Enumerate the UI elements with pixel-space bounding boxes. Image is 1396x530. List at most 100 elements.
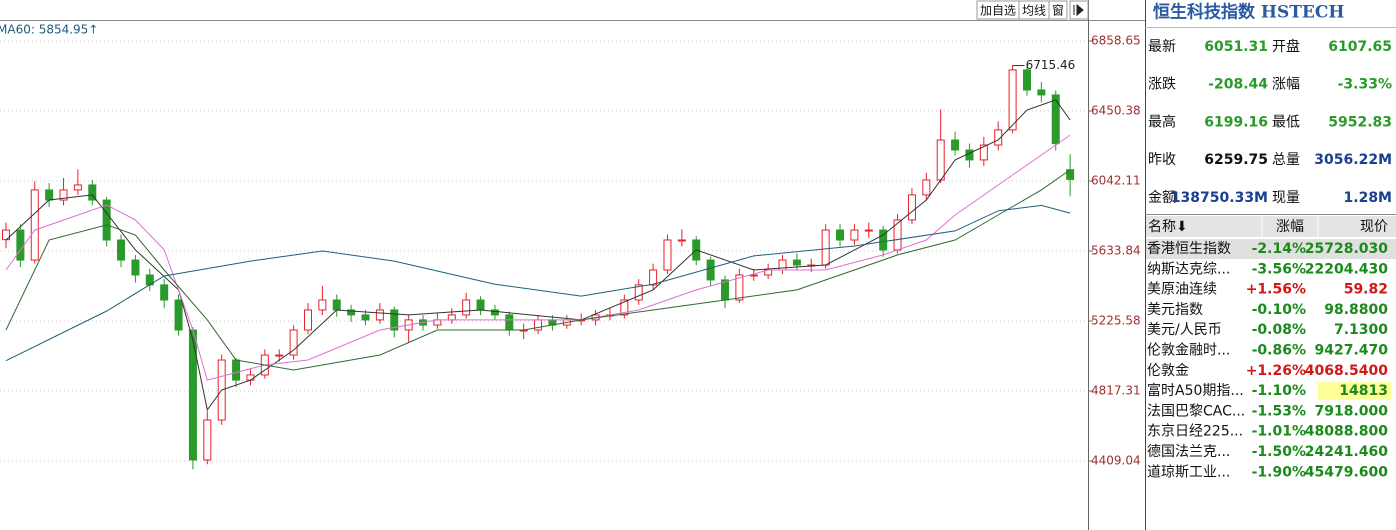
change-pct: -1.01% — [1252, 424, 1306, 440]
change-pct: -1.10% — [1252, 383, 1306, 399]
candle-body — [174, 299, 183, 331]
change-pct: -0.08% — [1252, 322, 1306, 338]
table-header: 现价 — [1360, 219, 1388, 235]
toolbar-label[interactable]: 均线 — [1022, 4, 1046, 18]
instrument-name[interactable]: 伦敦金 — [1147, 363, 1189, 379]
candle-body — [275, 354, 284, 357]
toolbar-button[interactable] — [1048, 0, 1068, 20]
candle-body — [1066, 169, 1075, 180]
stat-label: 最低 — [1272, 114, 1300, 130]
candle-body — [864, 229, 873, 232]
table-header: 涨幅 — [1276, 219, 1304, 235]
candle-body — [1051, 94, 1060, 145]
candle-body — [188, 329, 197, 461]
candle-body — [390, 309, 399, 331]
moving-average-line — [5, 204, 1071, 362]
panel-title: 恒生科技指数 HSTECH — [1153, 2, 1344, 23]
stat-label: 总量 — [1272, 152, 1300, 168]
stat-label: 现量 — [1272, 190, 1300, 206]
candle-body — [620, 299, 629, 316]
stat-label: 涨跌 — [1148, 77, 1176, 93]
toolbar: 加自选 均线窗 — [976, 0, 1068, 20]
table-header: 名称⬇ — [1148, 219, 1188, 235]
candle-body — [534, 319, 543, 331]
instrument-name[interactable]: 道琼斯工业... — [1147, 464, 1230, 480]
flash-cell — [1318, 382, 1391, 401]
candle-body — [951, 139, 960, 151]
candle-body — [677, 239, 686, 242]
stat-label: 金额 — [1148, 190, 1176, 206]
toolbar-label[interactable]: 窗 — [1052, 4, 1064, 18]
change-pct: -2.14% — [1252, 241, 1306, 257]
instrument-name[interactable]: 法国巴黎CAC... — [1147, 403, 1245, 419]
candle-body — [332, 299, 341, 311]
instrument-name[interactable]: 美元指数 — [1147, 302, 1203, 318]
stat-value: -208.44 — [1208, 77, 1268, 93]
instrument-name[interactable]: 美元/人民币 — [1147, 322, 1222, 338]
candle-body — [749, 274, 758, 277]
y-tick-label: 6858.65 — [1091, 33, 1141, 47]
candle-body — [73, 184, 82, 191]
y-tick-label: 4409.04 — [1091, 453, 1141, 467]
instrument-name[interactable]: 伦敦金融时... — [1147, 343, 1230, 359]
stat-value: 138750.33M — [1171, 190, 1268, 206]
candle-body — [447, 314, 456, 321]
change-pct: +1.56% — [1246, 282, 1306, 298]
stat-value: 1.28M — [1344, 190, 1392, 206]
y-tick-label: 5633.84 — [1091, 243, 1141, 257]
change-pct: -1.50% — [1252, 444, 1306, 460]
candle-body — [203, 419, 212, 461]
stat-label: 最新 — [1148, 39, 1176, 55]
candle-body — [634, 284, 643, 301]
y-tick-label: 6042.11 — [1091, 173, 1141, 187]
candle-body — [505, 314, 514, 331]
toolbar-label[interactable]: 加自选 — [980, 4, 1016, 18]
last-price: 98.8800 — [1324, 302, 1388, 318]
chart: 4409.04 4817.31 5225.58 5633.84 6042.11 6450.… — [0, 23, 1141, 470]
y-tick-label: 6450.38 — [1091, 103, 1141, 117]
candle-body — [59, 189, 68, 201]
candle-body — [375, 309, 384, 321]
change-pct: -0.86% — [1252, 343, 1306, 359]
change-pct: +1.26% — [1246, 363, 1306, 379]
stat-value: 6051.31 — [1204, 39, 1268, 55]
instrument-name[interactable]: 香港恒生指数 — [1147, 241, 1231, 257]
last-price: 25728.030 — [1305, 241, 1389, 257]
last-price: 59.82 — [1344, 282, 1388, 298]
instrument-name[interactable]: 德国法兰克... — [1147, 444, 1230, 460]
candle-body — [922, 179, 931, 196]
last-price: 7918.000 — [1314, 403, 1388, 419]
candle-body — [663, 239, 672, 271]
candle-body — [347, 309, 356, 316]
last-price: 48088.800 — [1305, 424, 1389, 440]
instrument-name[interactable]: 富时A50期指... — [1147, 382, 1244, 399]
instrument-name[interactable]: 纳斯达克综... — [1147, 261, 1230, 277]
stat-label: 最高 — [1148, 113, 1176, 130]
selected-row[interactable] — [1146, 239, 1396, 259]
change-pct: -1.53% — [1252, 403, 1306, 419]
candle-body — [821, 229, 830, 266]
last-price: 14813 — [1339, 383, 1388, 399]
instrument-name[interactable]: 东京日经225... — [1147, 424, 1243, 440]
candle-body — [117, 239, 126, 261]
change-pct: -1.90% — [1252, 464, 1306, 480]
last-price: 45479.600 — [1305, 464, 1389, 480]
stat-value: -3.33% — [1338, 77, 1392, 93]
candle-body — [45, 189, 54, 201]
candle-body — [361, 314, 370, 321]
y-tick-label: 5225.58 — [1091, 313, 1141, 327]
moving-average-line — [5, 134, 1071, 381]
candle-body — [88, 184, 97, 201]
candle-body — [16, 229, 25, 261]
instrument-name[interactable]: 美原油连续 — [1147, 281, 1217, 298]
stat-label: 涨幅 — [1272, 77, 1300, 93]
stat-label: 昨收 — [1148, 152, 1176, 168]
stat-value: 6199.16 — [1204, 114, 1268, 130]
candle-body — [792, 259, 801, 266]
candle-body — [30, 189, 39, 261]
candle-body — [850, 229, 859, 241]
candle-body — [706, 259, 715, 281]
candle-body — [1022, 69, 1031, 91]
candle-body — [476, 299, 485, 311]
